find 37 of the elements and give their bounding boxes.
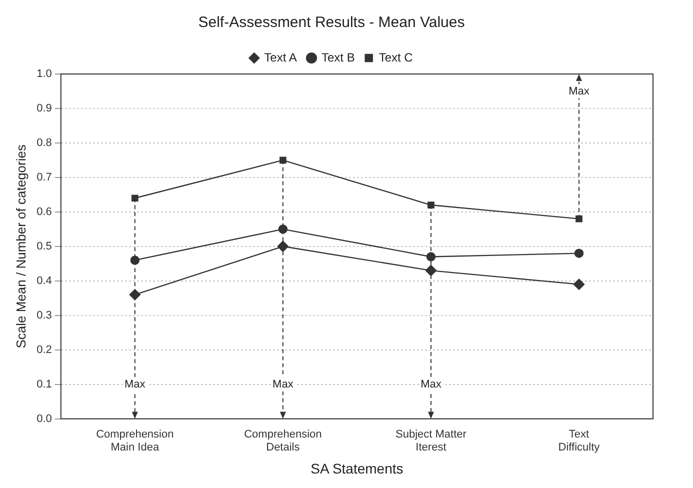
y-tick-label: 0.8	[36, 136, 52, 149]
point	[280, 156, 286, 164]
y-tick-label: 0.1	[36, 378, 52, 390]
y-tick-label: 0.4	[36, 274, 52, 287]
annotation: Max	[124, 378, 146, 390]
point	[573, 278, 585, 290]
point	[278, 224, 288, 234]
x-tick-label: Comprehension Details	[244, 428, 322, 454]
point	[277, 240, 289, 252]
point	[576, 215, 582, 222]
chart-title: Self-Assessment Results - Mean Values	[198, 14, 465, 32]
annotation: Max	[420, 378, 442, 390]
y-axis-title: Scale Mean / Number of categories	[13, 144, 28, 348]
point	[425, 264, 437, 276]
x-tick-label: Subject Matter Iterest	[396, 428, 467, 454]
y-tick-label: 0.5	[36, 240, 52, 252]
x-tick-label: Comprehension Main Idea	[96, 428, 174, 454]
y-tick-label: 0.2	[36, 344, 52, 356]
y-tick-label: 1.0	[36, 68, 52, 80]
y-tick-label: 0.9	[36, 102, 52, 115]
point	[130, 256, 140, 265]
x-axis-title: SA Statements	[310, 460, 404, 476]
point	[131, 194, 138, 202]
point	[574, 248, 584, 258]
legend-label: Text A	[264, 50, 297, 64]
annotation: Max	[568, 85, 590, 98]
point	[426, 252, 436, 262]
annotation: Max	[272, 378, 294, 390]
legend-label: Text B	[321, 50, 355, 64]
y-tick-label: 0.0	[36, 412, 52, 425]
legend-label: Text C	[378, 50, 414, 64]
y-tick-label: 0.3	[36, 309, 52, 322]
y-tick-label: 0.6	[36, 206, 52, 218]
point	[428, 202, 434, 208]
x-tick-label: Text Difficulty	[558, 428, 600, 454]
y-tick-label: 0.7	[36, 171, 52, 184]
point	[129, 289, 141, 300]
